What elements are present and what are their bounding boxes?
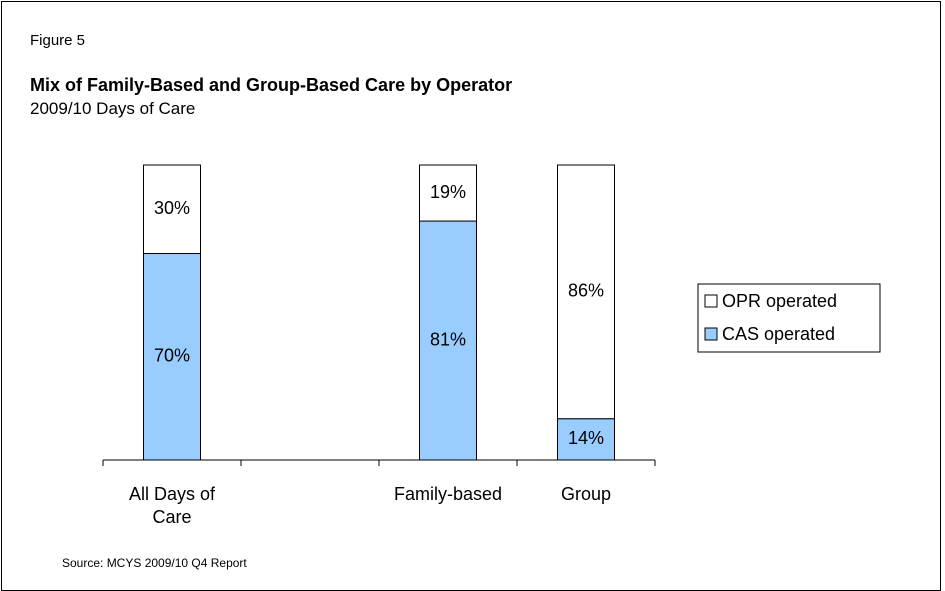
legend-swatch <box>704 327 718 341</box>
bar-segment <box>419 164 477 222</box>
x-tick-label: Family-based <box>393 484 503 504</box>
data-label: 19% <box>430 182 466 202</box>
legend-box <box>697 283 881 353</box>
data-label: 81% <box>430 329 466 349</box>
chart-title: Mix of Family-Based and Group-Based Care… <box>30 75 513 95</box>
bar-segment <box>557 418 615 461</box>
bar-segment <box>143 253 201 461</box>
bar-segment <box>557 164 615 420</box>
x-tick-label: All Days of Care <box>128 484 216 527</box>
data-label: 70% <box>154 346 190 366</box>
data-label: 14% <box>568 428 604 448</box>
legend-swatch <box>704 294 718 308</box>
figure-label: Figure 5 <box>30 32 86 49</box>
x-tick-label: Group <box>560 484 612 504</box>
legend-label: OPR operated <box>722 291 837 311</box>
chart-subtitle: 2009/10 Days of Care <box>30 99 196 118</box>
source-note: Source: MCYS 2009/10 Q4 Report <box>62 556 247 570</box>
data-label: 86% <box>568 281 604 301</box>
legend-label: CAS operated <box>722 324 835 344</box>
bar-segment <box>143 164 201 254</box>
data-label: 30% <box>154 198 190 218</box>
bar-segment <box>419 220 477 461</box>
